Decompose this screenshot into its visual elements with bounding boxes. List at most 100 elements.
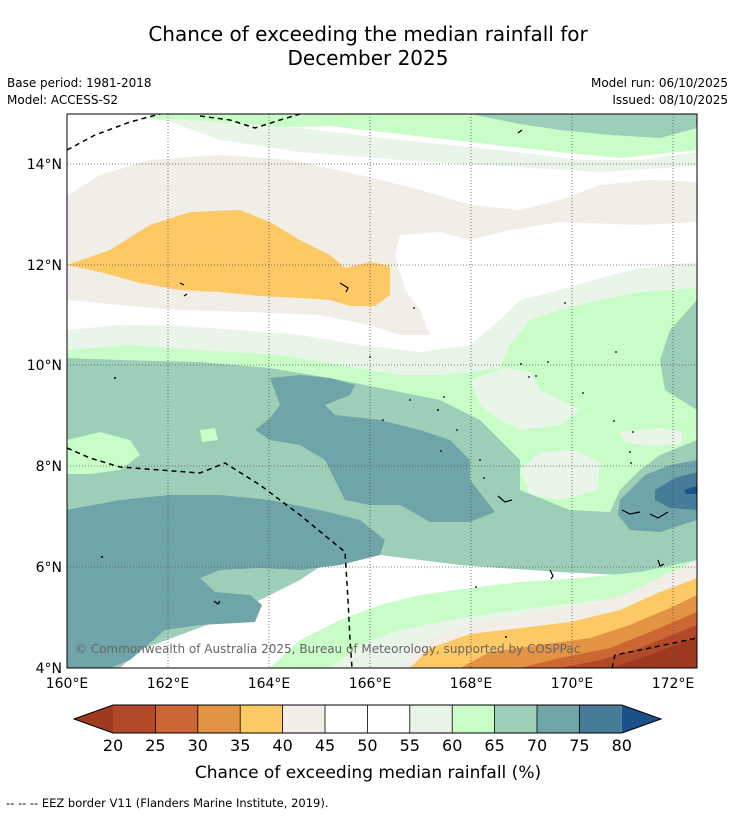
cb-tick-60: 60 xyxy=(442,736,462,755)
lon-label-160: 160°E xyxy=(46,676,89,692)
lat-label-6: 6°N xyxy=(36,560,62,576)
green-bump-small xyxy=(200,428,218,442)
island-4 xyxy=(497,495,513,503)
lat-label-12: 12°N xyxy=(27,258,62,274)
model-run: Model run: 06/10/2025 xyxy=(590,76,728,90)
colorbar-extend-low xyxy=(74,705,113,733)
pale-island-1 xyxy=(470,368,580,430)
island-dot-8 xyxy=(456,429,458,431)
island-2 xyxy=(183,293,188,297)
island-dot-2 xyxy=(101,556,103,558)
colorbar-bin-25-30 xyxy=(155,705,198,733)
island-dot-1 xyxy=(114,377,116,379)
cb-tick-80: 80 xyxy=(612,736,632,755)
island-dot-10 xyxy=(479,459,481,461)
colorbar-bin-70-75 xyxy=(537,705,580,733)
issued-date: Issued: 08/10/2025 xyxy=(612,93,728,107)
colorbar-label: Chance of exceeding median rainfall (%) xyxy=(195,763,541,783)
cb-tick-40: 40 xyxy=(272,736,292,755)
meta-left: Base period: 1981-2018 Model: ACCESS-S2 xyxy=(7,75,152,109)
island-dot-17 xyxy=(582,392,584,394)
cb-tick-50: 50 xyxy=(357,736,377,755)
island-8 xyxy=(657,559,665,567)
island-dot-9 xyxy=(440,450,442,452)
lat-label-8: 8°N xyxy=(36,459,62,475)
top-teal-patch xyxy=(470,114,697,138)
island-dot-18 xyxy=(613,420,615,422)
cb-tick-25: 25 xyxy=(145,736,165,755)
colorbar-bin-75-80 xyxy=(579,705,622,733)
lon-label-170: 170°E xyxy=(551,676,594,692)
colorbar-bin-40-45 xyxy=(282,705,325,733)
map-frame xyxy=(66,113,698,669)
pale-island-2 xyxy=(520,450,600,500)
islands xyxy=(179,119,697,605)
base-period: Base period: 1981-2018 xyxy=(7,76,152,90)
island-9 xyxy=(213,600,221,605)
copyright-notice: © Commonwealth of Australia 2025, Bureau… xyxy=(75,642,580,656)
top-pale-band xyxy=(160,118,697,172)
colorbar-bin-50-55 xyxy=(367,705,410,733)
colorbar-bin-30-35 xyxy=(197,705,241,733)
island-dot-14 xyxy=(547,361,549,363)
lon-label-168: 168°E xyxy=(450,676,493,692)
cb-tick-45: 45 xyxy=(315,736,335,755)
island-dot-15 xyxy=(564,302,566,304)
colorbar-bin-60-65 xyxy=(452,705,495,733)
lat-label-14: 14°N xyxy=(27,157,62,173)
colorbar-outline xyxy=(72,704,663,734)
island-dot-6 xyxy=(437,409,439,411)
island-dot-3 xyxy=(369,356,371,358)
island-dot-25 xyxy=(505,636,507,638)
lon-label-164: 164°E xyxy=(248,676,291,692)
island-dot-23 xyxy=(475,586,477,588)
lon-label-162: 162°E xyxy=(147,676,190,692)
green-bump-left xyxy=(67,432,140,474)
island-dot-21 xyxy=(630,462,632,464)
cb-tick-65: 65 xyxy=(484,736,504,755)
model-name: Model: ACCESS-S2 xyxy=(7,93,119,107)
map-title: Chance of exceeding the median rainfall … xyxy=(0,22,736,70)
deep-blue-core xyxy=(684,486,697,494)
map-area: © Commonwealth of Australia 2025, Bureau… xyxy=(67,114,697,668)
eez-border-top xyxy=(67,114,161,151)
colorbar: 20 25 30 35 40 45 50 55 60 65 70 75 80 C… xyxy=(72,704,663,783)
dark-teal-region xyxy=(255,375,495,522)
pale-island-3 xyxy=(620,428,682,446)
lat-label-4: 4°N xyxy=(36,661,62,677)
island-dot-20 xyxy=(629,451,631,453)
eez-border-marshall xyxy=(67,447,353,668)
latitude-labels: 14°N 12°N 10°N 8°N 6°N 4°N xyxy=(27,157,62,677)
island-10 xyxy=(517,129,523,134)
colorbar-bin-20-25 xyxy=(113,705,156,733)
cb-tick-55: 55 xyxy=(400,736,420,755)
island-1 xyxy=(179,282,185,286)
meta-right: Model run: 06/10/2025 Issued: 08/10/2025 xyxy=(591,75,728,109)
island-dots xyxy=(101,302,634,638)
cb-tick-70: 70 xyxy=(527,736,547,755)
island-dot-16 xyxy=(615,351,617,353)
island-5 xyxy=(621,509,641,515)
cb-tick-35: 35 xyxy=(230,736,250,755)
cb-tick-75: 75 xyxy=(569,736,589,755)
island-6 xyxy=(649,511,669,519)
colorbar-bin-35-40 xyxy=(240,705,283,733)
island-dot-4 xyxy=(382,419,384,421)
longitude-labels: 160°E 162°E 164°E 166°E 168°E 170°E 172°… xyxy=(46,676,695,692)
island-3 xyxy=(339,282,349,293)
colorbar-ticks: 20 25 30 35 40 45 50 55 60 65 70 75 80 xyxy=(103,736,632,755)
lat-label-10: 10°N xyxy=(27,358,62,374)
eez-border-bottom-right xyxy=(611,637,697,668)
eez-legend-note: -- -- -- EEZ border V11 (Flanders Marine… xyxy=(6,796,329,810)
cb-tick-20: 20 xyxy=(103,736,123,755)
island-7 xyxy=(549,569,554,580)
island-dot-12 xyxy=(528,376,530,378)
cb-tick-30: 30 xyxy=(188,736,208,755)
lon-label-166: 166°E xyxy=(349,676,392,692)
beige-hole-1 xyxy=(410,236,435,255)
dry-dark-red-core xyxy=(610,636,697,668)
orange-region xyxy=(67,210,390,306)
colorbar-extend-high xyxy=(621,705,661,733)
island-dot-19 xyxy=(632,431,634,433)
gridlines xyxy=(67,114,697,668)
